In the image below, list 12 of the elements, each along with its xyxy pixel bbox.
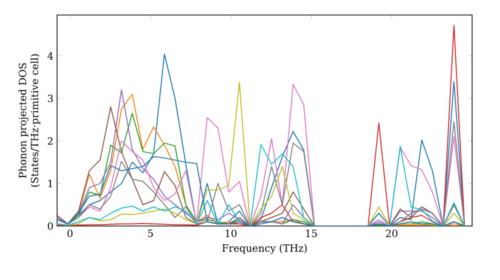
y-tick-label: 2 bbox=[48, 137, 53, 145]
x-tick-label: 0 bbox=[67, 230, 73, 238]
y-tick-label: 4 bbox=[47, 52, 54, 60]
x-tick-label: 15 bbox=[306, 230, 317, 238]
x-tick-label: 10 bbox=[226, 230, 237, 238]
y-tick-label: 3 bbox=[48, 94, 53, 102]
y-tick-label: 0 bbox=[48, 222, 53, 230]
x-tick-label: 20 bbox=[386, 230, 398, 238]
x-tick-label: 5 bbox=[148, 230, 153, 238]
y-axis-title: Phonon projected DOS (States/THz·primitive cell) bbox=[18, 54, 40, 187]
y-tick-label: 1 bbox=[48, 180, 52, 188]
x-axis-title: Frequency (THz) bbox=[222, 244, 307, 254]
